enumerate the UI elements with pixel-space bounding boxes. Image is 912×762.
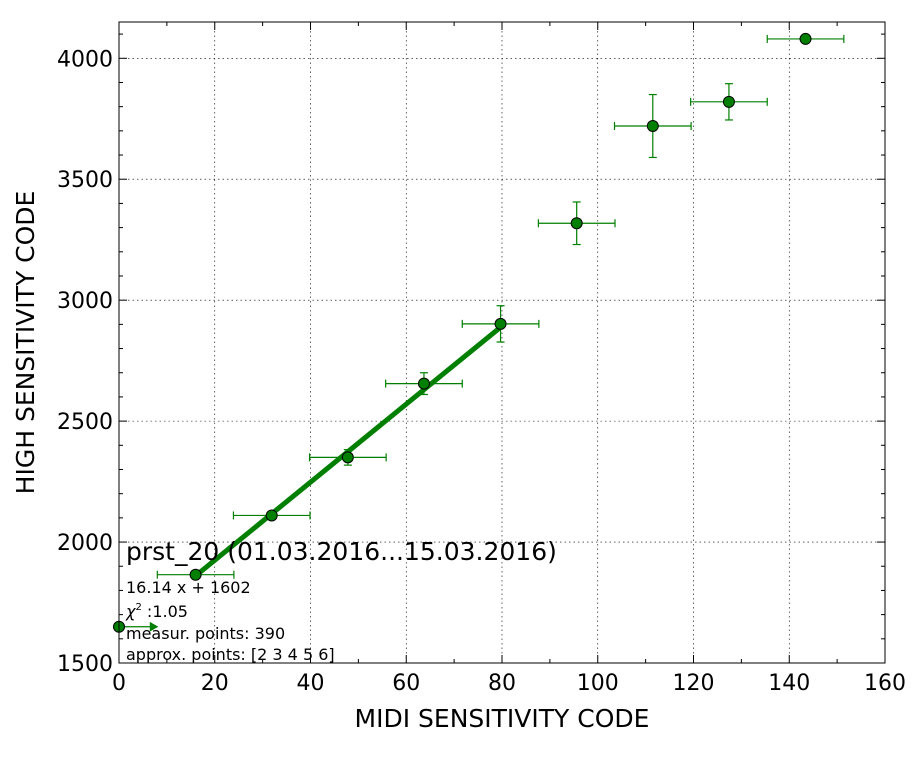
x-tick-label: 100 bbox=[577, 671, 619, 696]
data-point bbox=[341, 451, 354, 464]
y-tick-label: 2500 bbox=[57, 410, 113, 435]
data-point bbox=[265, 509, 278, 522]
y-tick-label: 4000 bbox=[57, 47, 113, 72]
x-tick-label: 160 bbox=[864, 671, 906, 696]
data-point bbox=[494, 317, 507, 330]
chi-value: :1.05 bbox=[142, 602, 188, 621]
x-tick-label: 140 bbox=[768, 671, 810, 696]
measur-points: measur. points: 390 bbox=[126, 624, 285, 643]
fit-equation: 16.14 x + 1602 bbox=[126, 578, 251, 597]
plot-frame bbox=[118, 21, 886, 664]
x-axis-label: MIDI SENSITIVITY CODE bbox=[355, 704, 650, 733]
y-axis-label: HIGH SENSITIVITY CODE bbox=[11, 191, 40, 495]
data-point bbox=[189, 568, 202, 581]
chi-symbol: χ bbox=[125, 602, 136, 621]
y-tick-label: 3500 bbox=[57, 168, 113, 193]
y-tick-label: 1500 bbox=[57, 652, 113, 677]
data-point bbox=[722, 95, 735, 108]
annotation-block: prst_20 (01.03.2016...15.03.2016) 16.14 … bbox=[125, 537, 557, 664]
x-errorbar-arrow bbox=[149, 621, 159, 632]
data-point bbox=[646, 120, 659, 133]
x-tick-label: 60 bbox=[392, 671, 420, 696]
chi-square-label: χ2 :1.05 bbox=[125, 602, 188, 621]
data-point bbox=[570, 217, 583, 230]
series-name-label: prst_20 (01.03.2016...15.03.2016) bbox=[126, 537, 557, 566]
x-tick-label: 0 bbox=[112, 671, 126, 696]
chi-superscript: 2 bbox=[135, 602, 141, 613]
tick-labels: 0 20 40 60 80 100 120 140 160 1500 2000 2500 3000 350… bbox=[57, 47, 906, 696]
x-tick-label: 80 bbox=[488, 671, 516, 696]
approx-points: approx. points: [2 3 4 5 6] bbox=[126, 645, 335, 664]
y-tick-label: 2000 bbox=[57, 531, 113, 556]
x-tick-label: 120 bbox=[673, 671, 715, 696]
data-points bbox=[113, 32, 812, 633]
x-tick-label: 20 bbox=[201, 671, 229, 696]
x-tick-label: 40 bbox=[297, 671, 325, 696]
data-point bbox=[799, 32, 812, 45]
data-point bbox=[417, 377, 430, 390]
y-tick-label: 3000 bbox=[57, 289, 113, 314]
